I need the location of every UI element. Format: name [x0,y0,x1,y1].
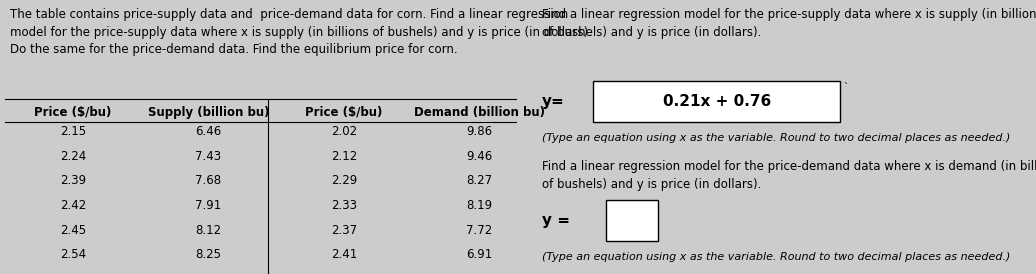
Text: 2.41: 2.41 [330,248,357,261]
Text: 2.33: 2.33 [330,199,357,212]
Text: 2.02: 2.02 [330,125,357,138]
Text: Demand (billion bu): Demand (billion bu) [414,106,545,119]
Text: 2.42: 2.42 [60,199,86,212]
Text: 7.68: 7.68 [196,174,222,187]
Text: 8.12: 8.12 [196,224,222,237]
Text: 7.43: 7.43 [196,150,222,163]
Text: 2.54: 2.54 [60,248,86,261]
Text: 8.27: 8.27 [466,174,492,187]
Text: Price ($/bu): Price ($/bu) [34,106,112,119]
Text: y=: y= [542,94,565,109]
Text: (Type an equation using x as the variable. Round to two decimal places as needed: (Type an equation using x as the variabl… [542,252,1010,262]
Text: 2.12: 2.12 [330,150,357,163]
Text: 7.91: 7.91 [196,199,222,212]
Text: 8.19: 8.19 [466,199,492,212]
Text: (Type an equation using x as the variable. Round to two decimal places as needed: (Type an equation using x as the variabl… [542,133,1010,143]
Text: 2.39: 2.39 [60,174,86,187]
Text: 2.45: 2.45 [60,224,86,237]
Text: 8.25: 8.25 [196,248,222,261]
Text: Find a linear regression model for the price-demand data where x is demand (in b: Find a linear regression model for the p… [542,160,1036,191]
Text: 2.15: 2.15 [60,125,86,138]
Text: 9.46: 9.46 [466,150,492,163]
Text: Price ($/bu): Price ($/bu) [306,106,382,119]
FancyBboxPatch shape [606,200,658,241]
Text: 2.29: 2.29 [330,174,357,187]
FancyBboxPatch shape [594,81,840,122]
Text: 9.86: 9.86 [466,125,492,138]
Text: 2.24: 2.24 [60,150,86,163]
Text: Supply (billion bu): Supply (billion bu) [148,106,269,119]
Text: 6.46: 6.46 [196,125,222,138]
Text: 0.21x + 0.76: 0.21x + 0.76 [663,94,771,109]
Text: 7.72: 7.72 [466,224,492,237]
Text: y =: y = [542,213,570,228]
Text: 6.91: 6.91 [466,248,492,261]
Text: The table contains price-supply data and  price-demand data for corn. Find a lin: The table contains price-supply data and… [10,8,593,56]
Text: Find a linear regression model for the price-supply data where x is supply (in b: Find a linear regression model for the p… [542,8,1036,39]
Text: 2.37: 2.37 [330,224,357,237]
Text: `: ` [843,83,847,93]
